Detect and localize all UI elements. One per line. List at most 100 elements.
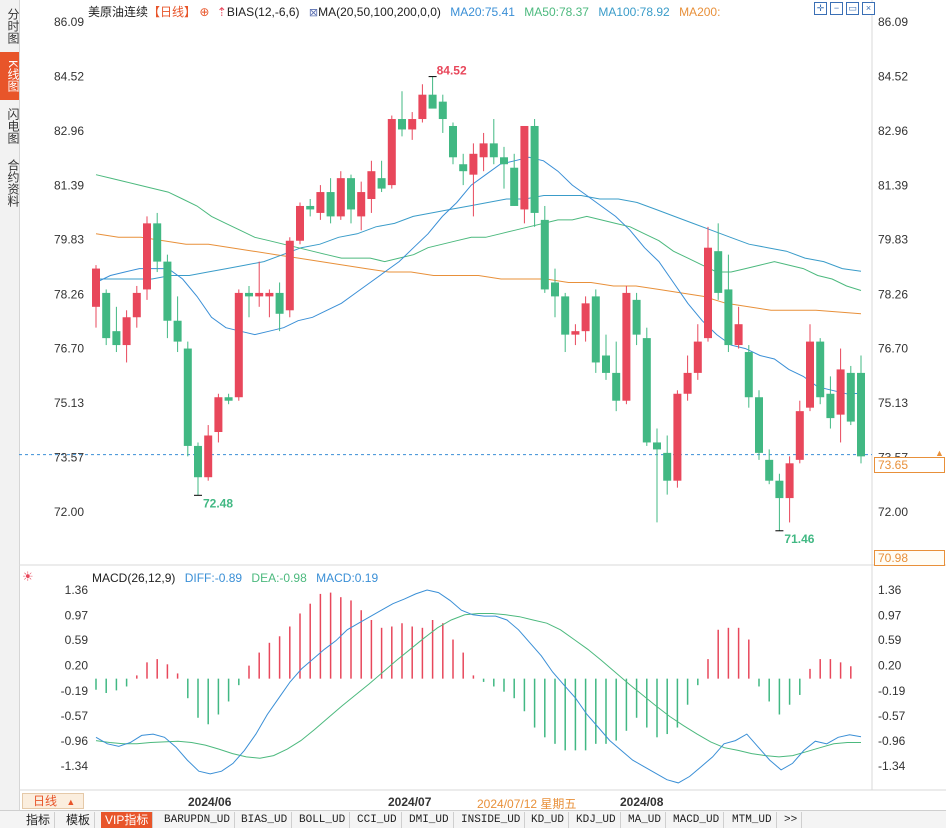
candle-body bbox=[744, 352, 753, 398]
candle-body bbox=[785, 463, 794, 499]
candle-body bbox=[571, 331, 580, 335]
tab-ma[interactable]: MA_UD bbox=[624, 812, 667, 828]
candle-body bbox=[714, 251, 723, 293]
candle-body bbox=[265, 292, 274, 297]
candle-body bbox=[173, 320, 182, 342]
tab-cci[interactable]: CCI_UD bbox=[353, 812, 402, 828]
candle-body bbox=[234, 292, 243, 398]
candle-body bbox=[153, 223, 162, 262]
candle-body bbox=[408, 119, 417, 130]
candle-body bbox=[306, 205, 315, 210]
candle bbox=[367, 160, 376, 213]
candle bbox=[357, 181, 366, 231]
price-axis-label-left: 75.13 bbox=[54, 396, 84, 410]
legend-period: 【日线】 bbox=[148, 5, 197, 19]
candle bbox=[673, 390, 682, 488]
tab-flash-chart[interactable]: 闪电图 bbox=[6, 108, 20, 144]
high-label: 84.52 bbox=[437, 64, 467, 78]
macd-axis: 1.36 1.36 0.97 0.97 0.59 0.59 0.20 0.20 -0.19 -0.… bbox=[61, 583, 906, 773]
price-axis-label-right: 75.13 bbox=[878, 396, 908, 410]
candle bbox=[183, 341, 192, 457]
price-axis-label-left: 81.39 bbox=[54, 178, 84, 192]
price-axis-label-left: 76.70 bbox=[54, 342, 84, 356]
maximize-icon[interactable]: ▭ bbox=[846, 2, 859, 15]
macd-axis-label-right: -0.19 bbox=[878, 684, 906, 698]
candle bbox=[540, 205, 549, 293]
candle bbox=[724, 254, 733, 353]
candle bbox=[479, 132, 488, 172]
diff-line bbox=[95, 589, 862, 784]
tab-contract-info[interactable]: 合约资料 bbox=[6, 159, 20, 207]
tab-kline-chart[interactable]: K线图 bbox=[0, 52, 20, 100]
candle bbox=[622, 285, 631, 405]
price-axis-label-right: 79.83 bbox=[878, 233, 908, 247]
candle bbox=[112, 306, 121, 353]
candle bbox=[234, 289, 243, 401]
candle bbox=[765, 449, 774, 485]
dea-line bbox=[95, 613, 861, 759]
tab-dmi[interactable]: DMI_UD bbox=[405, 812, 454, 828]
candle-body bbox=[704, 247, 712, 339]
candle bbox=[408, 112, 417, 140]
zoom-out-icon[interactable]: − bbox=[830, 2, 843, 15]
candle bbox=[826, 376, 835, 429]
macd-axis-label-right: 0.97 bbox=[878, 608, 902, 622]
candle bbox=[571, 324, 580, 346]
candle bbox=[194, 442, 202, 496]
tab-boll[interactable]: BOLL_UD bbox=[295, 812, 351, 828]
tab-indicators[interactable]: 指标 bbox=[22, 812, 56, 828]
candle-body bbox=[775, 480, 784, 499]
candle-body bbox=[755, 397, 763, 453]
candle-body bbox=[489, 143, 498, 158]
tab-barupdn[interactable]: BARUPDN_UD bbox=[160, 812, 236, 828]
candle bbox=[632, 292, 641, 346]
candle-body bbox=[734, 324, 743, 346]
candle-body bbox=[255, 292, 264, 297]
crosshair-icon[interactable]: ✛ bbox=[814, 2, 827, 15]
price-axis-label-left: 79.83 bbox=[54, 233, 84, 247]
candle bbox=[255, 261, 264, 307]
macd-axis-label-left: -1.34 bbox=[61, 759, 89, 773]
tab-templates[interactable]: 模板 bbox=[62, 812, 96, 828]
candle bbox=[245, 285, 253, 318]
tab-kdj[interactable]: KDJ_UD bbox=[572, 812, 621, 828]
candle-body bbox=[224, 397, 233, 401]
add-indicator-icon[interactable]: ⊕ bbox=[199, 5, 210, 19]
macd-axis-label-left: 0.59 bbox=[65, 633, 89, 647]
macd-axis-label-left: -0.57 bbox=[61, 709, 89, 723]
legend-bias[interactable]: BIAS(12,-6,6) bbox=[226, 5, 300, 19]
tab-inside[interactable]: INSIDE_UD bbox=[457, 812, 526, 828]
more-tabs-button[interactable]: >> bbox=[780, 812, 803, 828]
legend-ma[interactable]: MA(20,50,100,200,0,0) bbox=[318, 5, 441, 19]
candle bbox=[265, 289, 274, 318]
candle-body bbox=[612, 372, 621, 401]
price-axis-label-right: 76.70 bbox=[878, 342, 908, 356]
main-legend: 美原油连续【日线】 ⊕ ⇡BIAS(12,-6,6) ⊠MA(20,50,100… bbox=[88, 3, 726, 20]
ma-chart-icon: ⊠ bbox=[308, 7, 319, 19]
chart-canvas[interactable]: 86.09 86.09 84.52 84.52 82.96 82.96 81.39 81.39… bbox=[0, 0, 946, 810]
macd-settings-icon[interactable]: ☀ bbox=[22, 569, 34, 584]
close-icon[interactable]: × bbox=[862, 2, 875, 15]
price-axis-label-right: 81.39 bbox=[878, 178, 908, 192]
candle bbox=[214, 393, 223, 443]
period-select-button[interactable]: 日线 ▲ bbox=[22, 793, 84, 809]
candle-body bbox=[122, 317, 131, 346]
tab-bias[interactable]: BIAS_UD bbox=[237, 812, 293, 828]
candle bbox=[602, 334, 610, 380]
tab-kd[interactable]: KD_UD bbox=[527, 812, 570, 828]
tab-vip-indicators[interactable]: VIP指标 bbox=[101, 812, 154, 828]
candle-body bbox=[520, 125, 529, 210]
tab-macd[interactable]: MACD_UD bbox=[669, 812, 725, 828]
candle bbox=[775, 473, 784, 531]
candle bbox=[296, 202, 304, 245]
price-axis-label-left: 72.00 bbox=[54, 505, 84, 519]
tab-intraday-chart[interactable]: 分时图 bbox=[6, 8, 20, 44]
price-axis-label-right: 78.26 bbox=[878, 287, 908, 301]
low-label: 72.48 bbox=[203, 496, 233, 510]
legend-macd-name[interactable]: MACD(26,12,9) bbox=[92, 571, 176, 585]
legend-symbol: 美原油连续 bbox=[88, 5, 149, 19]
candle bbox=[387, 115, 396, 189]
tab-mtm[interactable]: MTM_UD bbox=[728, 812, 777, 828]
macd-axis-label-right: 0.20 bbox=[878, 659, 902, 673]
candle bbox=[795, 400, 804, 464]
